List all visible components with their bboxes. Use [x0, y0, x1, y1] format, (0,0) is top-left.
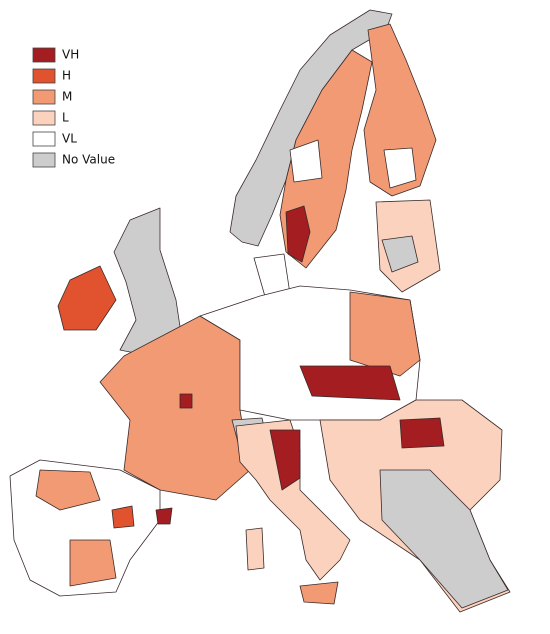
- region: [399, 417, 445, 449]
- region: [155, 507, 173, 525]
- region: [289, 139, 323, 183]
- region: [349, 291, 421, 377]
- region: [269, 429, 301, 491]
- region: [299, 365, 401, 401]
- legend-swatch: [32, 110, 56, 126]
- region: [299, 581, 339, 605]
- legend-label: VH: [62, 48, 79, 62]
- legend-label: H: [62, 69, 71, 83]
- region: [363, 23, 437, 197]
- legend: VH HML VL No Value: [32, 47, 115, 168]
- region: [111, 505, 135, 529]
- region: [245, 527, 265, 571]
- legend-label: VL: [62, 132, 77, 146]
- legend-label: M: [62, 90, 72, 104]
- legend-swatch: [32, 152, 56, 168]
- region: [179, 393, 193, 409]
- legend-swatch: [32, 47, 56, 63]
- legend-swatch: [32, 89, 56, 105]
- region: [381, 235, 419, 273]
- region: [69, 539, 117, 587]
- region: [57, 265, 117, 331]
- legend-label: No Value: [62, 153, 115, 167]
- legend-swatch: [32, 131, 56, 147]
- region: [379, 469, 509, 609]
- legend-label: L: [62, 111, 69, 125]
- region: [35, 469, 101, 511]
- region: [285, 205, 311, 263]
- region: [383, 147, 417, 189]
- legend-swatch: [32, 68, 56, 84]
- regions: [9, 9, 511, 613]
